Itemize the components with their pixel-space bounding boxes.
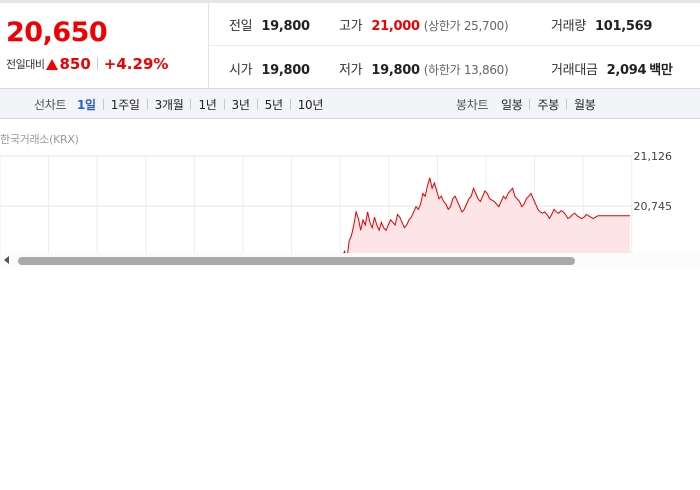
- scroll-thumb[interactable]: [18, 257, 575, 265]
- stat-label: 시가: [229, 63, 253, 78]
- tab-divider: [146, 99, 148, 110]
- price-area: [340, 177, 630, 253]
- y-tick-label: 21,126: [634, 150, 673, 163]
- stat-label: 저가: [339, 63, 363, 78]
- stat-value: 19,800: [371, 63, 420, 78]
- upper-limit: (상한가 25,700): [423, 19, 509, 33]
- stat-high: 고가 21,000 (상한가 25,700): [339, 15, 509, 34]
- chart-scrollbar[interactable]: [0, 253, 700, 267]
- change-amount: 850: [59, 55, 91, 73]
- tab-divider: [190, 99, 192, 110]
- stat-volume: 거래량 101,569: [551, 15, 652, 34]
- stat-amount: 거래대금 2,094 백만: [551, 59, 673, 78]
- lower-limit: (하한가 13,860): [423, 63, 509, 77]
- stats-table: 전일 19,800 고가 21,000 (상한가 25,700) 거래량 101,569…: [208, 3, 700, 88]
- tab-candle-2[interactable]: 월봉: [573, 98, 596, 112]
- stat-value: 2,094: [606, 63, 647, 78]
- stats-row-divider: [209, 45, 700, 46]
- price-line: [343, 177, 630, 253]
- change-percent: +4.29%: [103, 55, 169, 73]
- tab-divider: [223, 99, 225, 110]
- stat-label: 전일: [229, 19, 253, 34]
- chart-toolbar: 선차트 1일 1주일 3개월 1년 3년 5년 10년 봉차트 일봉 주봉 월봉: [0, 88, 700, 119]
- top-border: [0, 0, 700, 3]
- stat-unit: 백만: [649, 63, 673, 78]
- tab-divider: [256, 99, 258, 110]
- stat-label: 거래대금: [551, 63, 598, 78]
- tab-period-0[interactable]: 1일: [77, 98, 96, 112]
- tab-divider: [289, 99, 291, 110]
- up-triangle-icon: [46, 58, 59, 70]
- change-label: 전일대비: [6, 58, 45, 71]
- stat-label: 고가: [339, 19, 363, 34]
- tab-period-6[interactable]: 10년: [297, 98, 324, 112]
- divider: [96, 58, 98, 70]
- scroll-left-arrow-icon[interactable]: [4, 256, 9, 264]
- period-tabs: 1일 1주일 3개월 1년 3년 5년 10년: [77, 96, 323, 113]
- stat-value: 101,569: [594, 19, 653, 34]
- tab-period-2[interactable]: 3개월: [154, 98, 184, 112]
- data-source: 한국거래소(KRX): [0, 133, 79, 146]
- tab-period-3[interactable]: 1년: [198, 98, 217, 112]
- candle-period-tabs: 일봉 주봉 월봉: [501, 96, 596, 113]
- price-summary: 20,650 전일대비 850 +4.29%: [0, 3, 208, 88]
- tab-period-5[interactable]: 5년: [264, 98, 283, 112]
- y-tick-label: 20,745: [634, 200, 673, 213]
- stat-low: 저가 19,800 (하한가 13,860): [339, 59, 509, 78]
- line-chart-label: 선차트: [34, 98, 67, 112]
- candle-chart-label: 봉차트: [456, 98, 489, 112]
- price-chart: 21,126 20,745: [0, 150, 673, 253]
- tab-period-4[interactable]: 3년: [231, 98, 250, 112]
- stat-value: 19,800: [261, 63, 310, 78]
- tab-period-1[interactable]: 1주일: [110, 98, 140, 112]
- price-change-row: 전일대비 850 +4.29%: [6, 55, 168, 73]
- stat-open: 시가 19,800: [229, 59, 310, 78]
- tab-divider: [529, 99, 531, 110]
- tab-divider: [102, 99, 104, 110]
- tab-candle-0[interactable]: 일봉: [501, 98, 523, 112]
- stat-value: 21,000: [371, 19, 420, 34]
- current-price: 20,650: [6, 17, 108, 48]
- tab-candle-1[interactable]: 주봉: [537, 98, 559, 112]
- tab-divider: [565, 99, 567, 110]
- stat-label: 거래량: [551, 19, 586, 34]
- stat-prev-close: 전일 19,800: [229, 15, 310, 34]
- stat-value: 19,800: [261, 19, 310, 34]
